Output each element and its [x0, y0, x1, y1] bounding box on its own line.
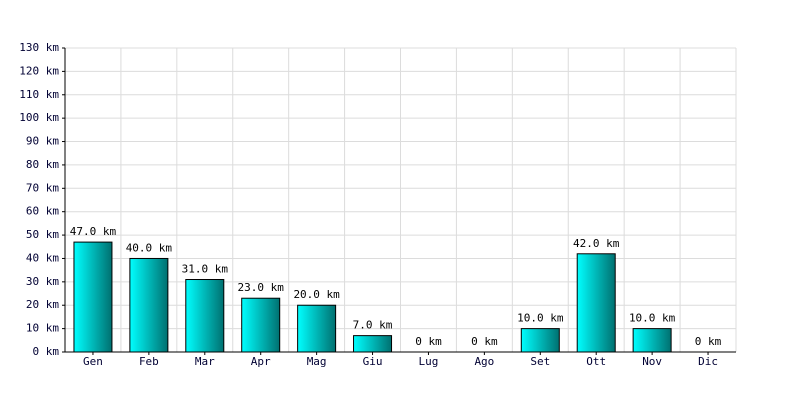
- x-tick-label: Lug: [419, 355, 439, 368]
- y-tick-label: 40 km: [26, 251, 59, 264]
- y-tick-label: 0 km: [33, 345, 60, 358]
- value-label: 47.0 km: [70, 225, 117, 238]
- y-tick-label: 110 km: [19, 88, 59, 101]
- bar: [129, 257, 169, 353]
- x-tick-label: Nov: [642, 355, 662, 368]
- y-tick-label: 90 km: [26, 135, 59, 148]
- bar: [185, 279, 225, 353]
- value-label: 0 km: [695, 335, 722, 348]
- x-tick-label: Set: [530, 355, 550, 368]
- value-label: 0 km: [471, 335, 498, 348]
- x-tick-label: Giu: [363, 355, 383, 368]
- bar: [73, 241, 113, 353]
- y-tick-label: 70 km: [26, 181, 59, 194]
- value-label: 10.0 km: [517, 312, 564, 325]
- y-tick-label: 130 km: [19, 41, 59, 54]
- y-tick-label: 30 km: [26, 275, 59, 288]
- x-tick-label: Ago: [474, 355, 494, 368]
- bar: [576, 253, 616, 353]
- bar: [241, 297, 281, 353]
- x-tick-label: Ott: [586, 355, 606, 368]
- y-tick-label: 10 km: [26, 322, 59, 335]
- bar: [632, 328, 672, 353]
- bar: [520, 328, 560, 353]
- bar: [353, 335, 393, 353]
- bar: [297, 304, 337, 353]
- value-label: 31.0 km: [182, 263, 229, 276]
- y-tick-label: 100 km: [19, 111, 59, 124]
- x-tick-label: Mar: [195, 355, 215, 368]
- value-label: 0 km: [415, 335, 442, 348]
- value-label: 42.0 km: [573, 237, 620, 250]
- value-label: 10.0 km: [629, 312, 676, 325]
- x-tick-label: Mag: [307, 355, 327, 368]
- value-label: 40.0 km: [126, 241, 173, 254]
- y-tick-label: 50 km: [26, 228, 59, 241]
- y-tick-label: 80 km: [26, 158, 59, 171]
- x-tick-label: Dic: [698, 355, 718, 368]
- x-tick-label: Apr: [251, 355, 271, 368]
- y-tick-label: 60 km: [26, 205, 59, 218]
- x-tick-label: Feb: [139, 355, 159, 368]
- value-label: 7.0 km: [353, 319, 393, 332]
- value-label: 20.0 km: [293, 288, 340, 301]
- y-tick-label: 20 km: [26, 298, 59, 311]
- y-tick-label: 120 km: [19, 64, 59, 77]
- x-tick-label: Gen: [83, 355, 103, 368]
- value-label: 23.0 km: [238, 281, 285, 294]
